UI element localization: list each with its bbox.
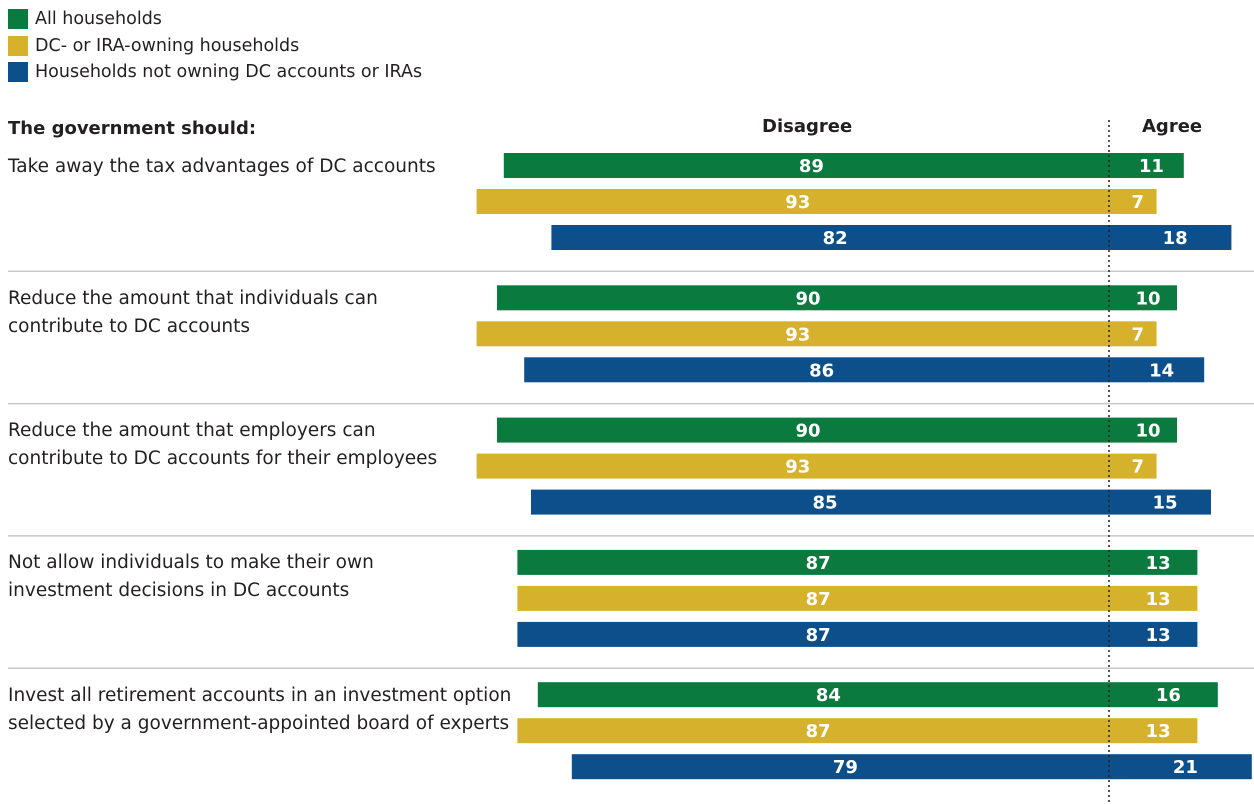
bar-1-1: [503, 153, 1184, 178]
bar-5-3: [571, 754, 1252, 780]
question-label-5: Invest all retirement accounts in an inv…: [8, 685, 512, 734]
agree-value-label: 15: [1152, 493, 1177, 514]
agree-value-label: 10: [1135, 421, 1160, 442]
disagree-value-label: 85: [812, 493, 837, 514]
bar-3-1: [497, 417, 1177, 443]
legend-swatch-all-households: [8, 9, 28, 30]
agree-value-label: 7: [1132, 457, 1145, 478]
disagree-value-label: 82: [823, 228, 848, 249]
disagree-value-label: 93: [785, 457, 810, 478]
disagree-value-label: 93: [785, 192, 810, 213]
bar-3-3: [531, 489, 1211, 515]
agree-value-label: 13: [1146, 721, 1171, 742]
agree-heading: Agree: [1142, 116, 1203, 137]
bar-4-3: [517, 621, 1198, 647]
bar-1-3: [551, 225, 1232, 250]
bar-4-1: [517, 549, 1198, 575]
question-label-2: Reduce the amount that individuals can c…: [8, 288, 378, 337]
disagree-value-label: 84: [816, 685, 841, 706]
disagree-value-label: 87: [806, 721, 831, 742]
agree-value-label: 13: [1146, 553, 1171, 574]
legend-item-not-owning-households: Households not owning DC accounts or IRA…: [8, 59, 422, 86]
legend-label: All households: [35, 9, 162, 30]
bar-5-2: [517, 718, 1198, 744]
bar-5-1: [537, 682, 1218, 708]
disagree-value-label: 79: [833, 757, 858, 778]
bar-2-2: [476, 321, 1157, 347]
agree-value-label: 16: [1156, 685, 1181, 706]
bar-1-2: [476, 189, 1157, 214]
legend-label: DC- or IRA-owning households: [35, 35, 300, 56]
disagree-heading: Disagree: [762, 116, 853, 137]
disagree-value-label: 90: [795, 288, 820, 309]
agree-value-label: 10: [1135, 288, 1160, 309]
agree-value-label: 13: [1146, 625, 1171, 646]
bar-2-3: [524, 357, 1205, 383]
legend-item-all-households: All households: [8, 6, 422, 33]
question-label-1: Take away the tax advantages of DC accou…: [8, 156, 436, 177]
bar-2-1: [497, 285, 1177, 311]
legend-swatch-owning-households: [8, 35, 28, 56]
legend-item-owning-households: DC- or IRA-owning households: [8, 33, 422, 60]
legend-swatch-not-owning-households: [8, 62, 28, 83]
bar-4-2: [517, 585, 1198, 611]
disagree-value-label: 89: [799, 156, 824, 177]
agree-value-label: 11: [1139, 156, 1164, 177]
disagree-value-label: 87: [806, 625, 831, 646]
disagree-value-label: 93: [785, 324, 810, 345]
question-heading: The government should:: [8, 118, 257, 139]
question-label-4: Not allow individuals to make their own …: [8, 552, 374, 601]
question-label-3: Reduce the amount that employers can con…: [8, 420, 438, 469]
bar-3-2: [476, 453, 1157, 479]
agree-value-label: 21: [1173, 757, 1198, 778]
legend: All households DC- or IRA-owning househo…: [8, 6, 422, 86]
agree-value-label: 7: [1132, 324, 1145, 345]
agree-value-label: 14: [1149, 360, 1174, 381]
disagree-value-label: 86: [809, 360, 834, 381]
agree-value-label: 7: [1132, 192, 1145, 213]
legend-label: Households not owning DC accounts or IRA…: [35, 62, 423, 83]
disagree-value-label: 87: [806, 589, 831, 610]
agree-value-label: 18: [1163, 228, 1188, 249]
disagree-value-label: 90: [795, 421, 820, 442]
agree-value-label: 13: [1146, 589, 1171, 610]
disagree-value-label: 87: [806, 553, 831, 574]
